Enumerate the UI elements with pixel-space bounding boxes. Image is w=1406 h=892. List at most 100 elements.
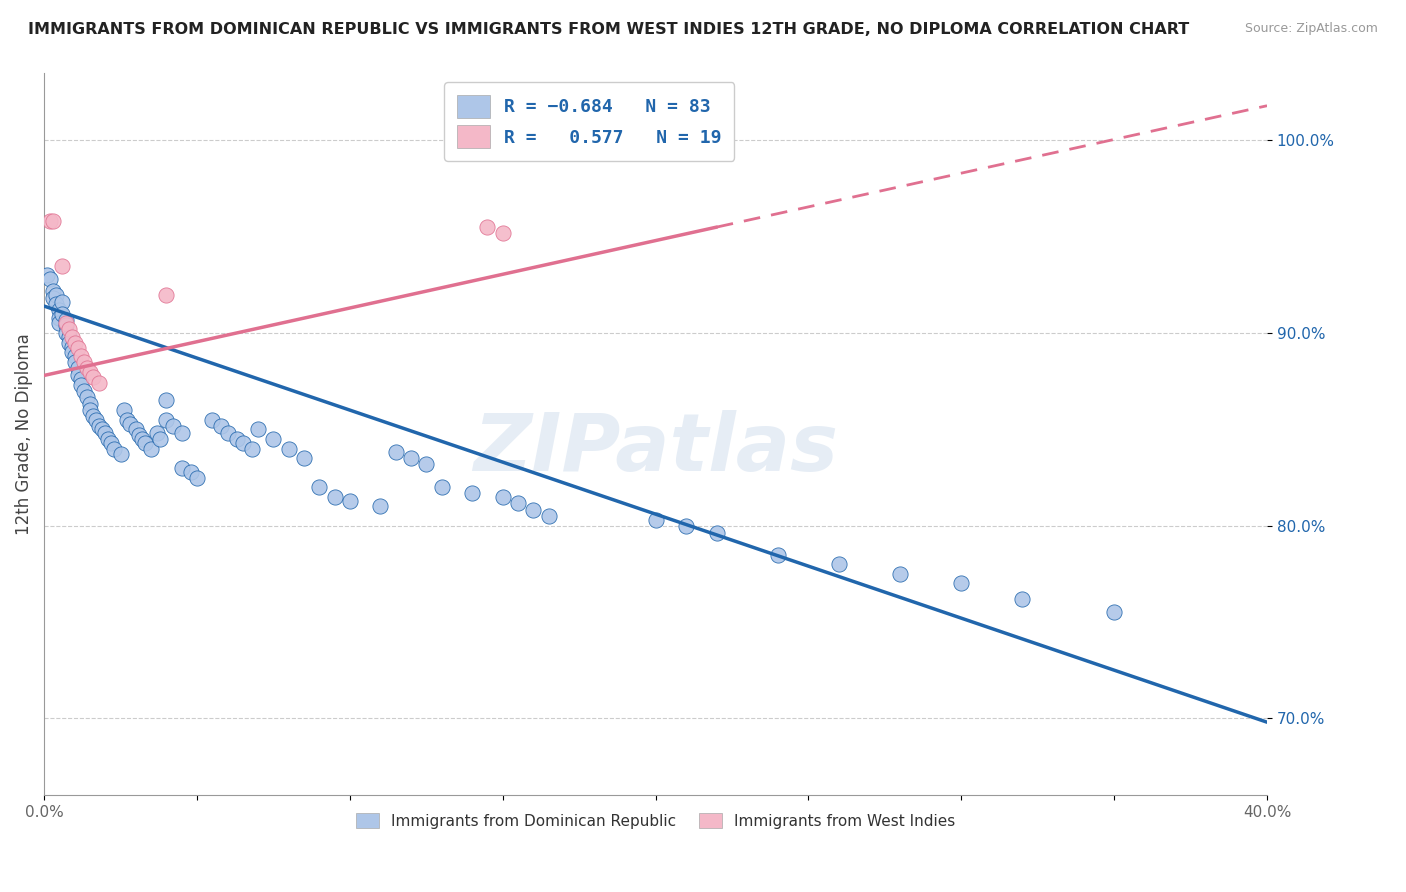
Point bbox=[370, 500, 392, 514]
Point bbox=[262, 432, 284, 446]
Point bbox=[155, 393, 177, 408]
Point bbox=[73, 384, 96, 398]
Point bbox=[79, 397, 101, 411]
Point bbox=[277, 442, 299, 456]
Point bbox=[292, 451, 315, 466]
Point bbox=[186, 470, 208, 484]
Point bbox=[48, 317, 70, 331]
Point bbox=[55, 312, 77, 326]
Point bbox=[39, 272, 62, 286]
Point bbox=[58, 330, 80, 344]
Point bbox=[55, 326, 77, 340]
Point bbox=[69, 378, 91, 392]
Point bbox=[42, 284, 65, 298]
Point bbox=[125, 422, 148, 436]
Point bbox=[146, 426, 169, 441]
Point bbox=[134, 435, 156, 450]
Point bbox=[675, 518, 697, 533]
Point bbox=[100, 435, 122, 450]
Point bbox=[170, 426, 193, 441]
Point bbox=[232, 435, 254, 450]
Point bbox=[79, 403, 101, 417]
Point bbox=[89, 418, 111, 433]
Point bbox=[42, 214, 65, 228]
Point bbox=[430, 480, 453, 494]
Point bbox=[79, 365, 101, 379]
Point bbox=[889, 566, 911, 581]
Point bbox=[308, 480, 330, 494]
Point bbox=[69, 372, 91, 386]
Point bbox=[209, 418, 232, 433]
Point bbox=[63, 349, 86, 363]
Point bbox=[118, 417, 141, 431]
Point bbox=[180, 465, 202, 479]
Point bbox=[128, 428, 150, 442]
Point bbox=[94, 426, 117, 441]
Point bbox=[323, 490, 346, 504]
Point bbox=[1011, 591, 1033, 606]
Point bbox=[155, 287, 177, 301]
Point bbox=[63, 335, 86, 350]
Point bbox=[644, 137, 666, 152]
Point bbox=[69, 349, 91, 363]
Point bbox=[1102, 606, 1125, 620]
Point bbox=[66, 360, 89, 375]
Point bbox=[131, 432, 153, 446]
Point bbox=[63, 355, 86, 369]
Point bbox=[170, 461, 193, 475]
Point bbox=[51, 307, 73, 321]
Point bbox=[103, 442, 125, 456]
Point bbox=[76, 390, 98, 404]
Point bbox=[60, 330, 83, 344]
Y-axis label: 12th Grade, No Diploma: 12th Grade, No Diploma bbox=[15, 334, 32, 535]
Point bbox=[115, 413, 138, 427]
Point bbox=[149, 432, 172, 446]
Point bbox=[492, 490, 515, 504]
Point bbox=[39, 214, 62, 228]
Text: IMMIGRANTS FROM DOMINICAN REPUBLIC VS IMMIGRANTS FROM WEST INDIES 12TH GRADE, NO: IMMIGRANTS FROM DOMINICAN REPUBLIC VS IM… bbox=[28, 22, 1189, 37]
Point bbox=[644, 513, 666, 527]
Point bbox=[66, 342, 89, 356]
Point bbox=[51, 295, 73, 310]
Point bbox=[48, 302, 70, 317]
Point bbox=[60, 339, 83, 353]
Point bbox=[950, 576, 973, 591]
Point bbox=[97, 432, 120, 446]
Legend: Immigrants from Dominican Republic, Immigrants from West Indies: Immigrants from Dominican Republic, Immi… bbox=[350, 806, 962, 835]
Point bbox=[82, 370, 104, 384]
Point bbox=[55, 318, 77, 333]
Point bbox=[55, 317, 77, 331]
Point bbox=[339, 493, 361, 508]
Point bbox=[162, 418, 184, 433]
Point bbox=[240, 442, 263, 456]
Point bbox=[217, 426, 239, 441]
Point bbox=[139, 442, 162, 456]
Point bbox=[399, 451, 422, 466]
Point bbox=[247, 422, 270, 436]
Point bbox=[766, 548, 789, 562]
Point bbox=[522, 503, 544, 517]
Point bbox=[66, 368, 89, 383]
Point bbox=[58, 335, 80, 350]
Point bbox=[461, 486, 484, 500]
Point bbox=[477, 220, 499, 235]
Point bbox=[37, 268, 59, 283]
Point bbox=[82, 409, 104, 423]
Point bbox=[110, 447, 132, 461]
Point bbox=[537, 509, 560, 524]
Point bbox=[84, 413, 107, 427]
Point bbox=[60, 345, 83, 359]
Point bbox=[225, 432, 247, 446]
Point bbox=[48, 310, 70, 325]
Point bbox=[58, 322, 80, 336]
Point bbox=[492, 226, 515, 240]
Point bbox=[91, 422, 114, 436]
Point bbox=[828, 558, 851, 572]
Point bbox=[45, 297, 67, 311]
Point bbox=[76, 360, 98, 375]
Point bbox=[42, 291, 65, 305]
Text: ZIPatlas: ZIPatlas bbox=[472, 409, 838, 488]
Point bbox=[155, 413, 177, 427]
Point bbox=[89, 376, 111, 391]
Point bbox=[384, 445, 406, 459]
